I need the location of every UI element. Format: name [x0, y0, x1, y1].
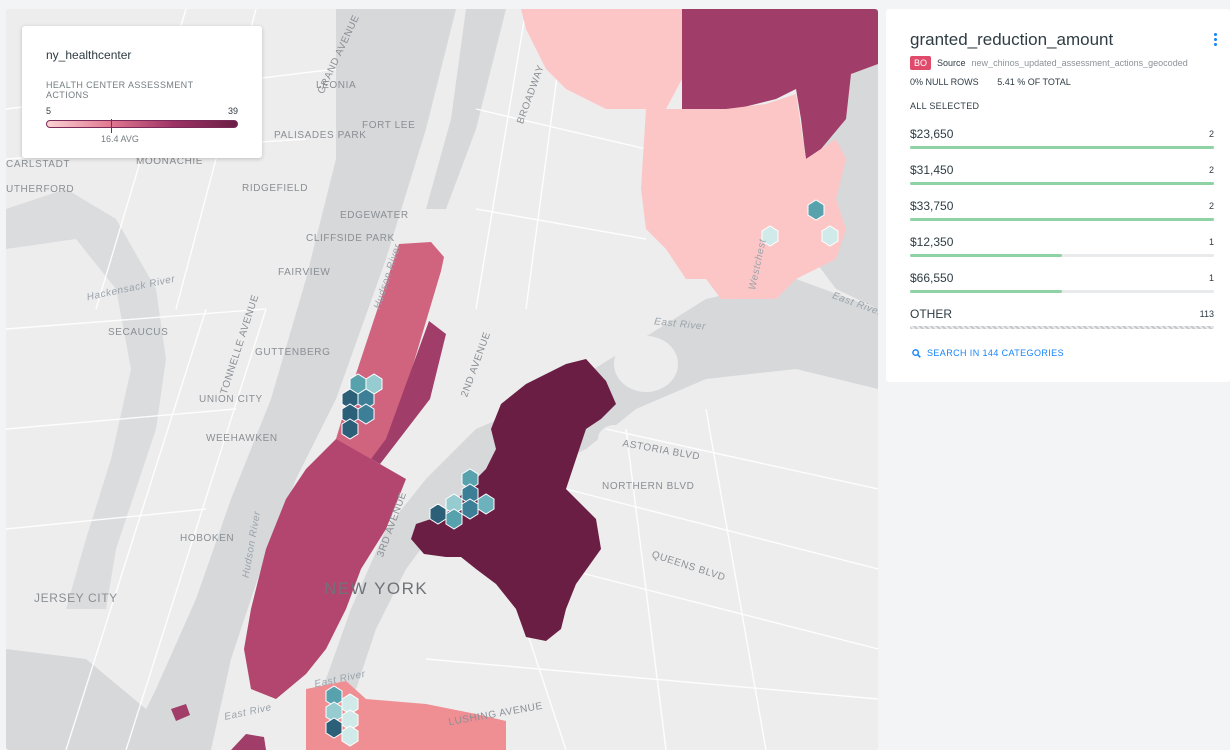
- region-manhattan-midtown: [244, 439, 406, 699]
- category-name: $12,350: [910, 235, 954, 249]
- category-count: 2: [1208, 201, 1214, 211]
- legend-range: 5 39: [46, 106, 238, 118]
- category-bar-fill: [910, 218, 1214, 221]
- label-jersey-city: JERSEY CITY: [34, 591, 118, 605]
- legend-gradient-bar: [46, 119, 238, 133]
- label-rutherford: UTHERFORD: [6, 184, 75, 195]
- category-row[interactable]: $33,750 2: [910, 199, 1214, 231]
- category-other[interactable]: OTHER 113: [910, 307, 1214, 339]
- stats-row: 0% NULL ROWS 5.41 % OF TOTAL: [910, 77, 1087, 87]
- label-palisades-park: PALISADES PARK: [274, 130, 367, 141]
- region-manhattan-upper-east: [371, 321, 446, 464]
- widget-title: granted_reduction_amount: [910, 30, 1114, 49]
- label-carlstadt: CARLSTADT: [6, 159, 71, 170]
- label-new-york: NEW YORK: [324, 579, 429, 598]
- region-bronx-north: [682, 9, 878, 159]
- label-edgewater: EDGEWATER: [340, 210, 409, 221]
- category-name: $66,550: [910, 271, 954, 285]
- source-badge: BO: [910, 56, 932, 70]
- label-secaucus: SECAUCUS: [108, 327, 169, 338]
- label-union-city: UNION CITY: [199, 394, 263, 405]
- region-queens: [411, 359, 616, 641]
- legend-min: 5: [46, 106, 52, 116]
- label-fort-lee: FORT LEE: [362, 120, 416, 131]
- category-widget: granted_reduction_amount BO Source new_c…: [886, 9, 1230, 382]
- category-bar: [910, 326, 1214, 329]
- label-hoboken: HOBOKEN: [180, 533, 235, 544]
- pct-total: 5.41 % OF TOTAL: [997, 77, 1071, 87]
- source-name: new_chinos_updated_assessment_actions_ge…: [971, 58, 1188, 68]
- category-bar-fill: [910, 254, 1062, 257]
- category-bar-fill: [910, 146, 1214, 149]
- search-categories-label: SEARCH IN 144 CATEGORIES: [927, 348, 1064, 358]
- legend-title: ny_healthcenter: [46, 48, 132, 62]
- category-bar: [910, 254, 1214, 257]
- region-bronx-upper: [521, 9, 682, 109]
- label-cliffside-park: CLIFFSIDE PARK: [306, 233, 395, 244]
- category-bar: [910, 218, 1214, 221]
- category-name: $31,450: [910, 163, 954, 177]
- category-count: 2: [1208, 165, 1214, 175]
- category-bar-fill: [910, 290, 1062, 293]
- category-count: 2: [1208, 129, 1214, 139]
- category-name: OTHER: [910, 307, 952, 321]
- legend-subtitle: HEALTH CENTER ASSESSMENT ACTIONS: [46, 80, 194, 100]
- category-bar-fill: [910, 182, 1214, 185]
- category-row[interactable]: $31,450 2: [910, 163, 1214, 195]
- legend-avg: 16.4 AVG: [101, 134, 139, 144]
- search-categories-link[interactable]: SEARCH IN 144 CATEGORIES: [912, 348, 1064, 358]
- category-bar: [910, 146, 1214, 149]
- category-count: 113: [1199, 309, 1214, 319]
- category-row[interactable]: $12,350 1: [910, 235, 1214, 267]
- label-ridgefield: RIDGEFIELD: [242, 183, 309, 194]
- label-northern-blvd: NORTHERN BLVD: [602, 481, 695, 492]
- label-guttenberg: GUTTENBERG: [255, 347, 331, 358]
- label-moonachie: MOONACHIE: [136, 156, 204, 167]
- region-bronx-south: [641, 94, 846, 299]
- search-icon: [912, 348, 921, 358]
- legend-max: 39: [227, 106, 238, 116]
- category-name: $33,750: [910, 199, 954, 213]
- category-count: 1: [1208, 237, 1214, 247]
- category-bar: [910, 290, 1214, 293]
- category-count: 1: [1208, 273, 1214, 283]
- category-name: $23,650: [910, 127, 954, 141]
- category-row[interactable]: $66,550 1: [910, 271, 1214, 303]
- legend-card: ny_healthcenter HEALTH CENTER ASSESSMENT…: [22, 26, 262, 158]
- source-label: Source: [937, 58, 966, 68]
- null-rows: 0% NULL ROWS: [910, 77, 979, 87]
- label-weehawken: WEEHAWKEN: [206, 433, 278, 444]
- source-row: BO Source new_chinos_updated_assessment_…: [910, 55, 1216, 71]
- more-options-icon[interactable]: [1214, 33, 1218, 47]
- category-row[interactable]: $23,650 2: [910, 127, 1214, 159]
- category-bar: [910, 182, 1214, 185]
- legend-avg-marker: [111, 119, 112, 133]
- label-leonia: LEONIA: [316, 80, 357, 91]
- all-selected-label: ALL SELECTED: [910, 101, 980, 111]
- label-fairview: FAIRVIEW: [278, 267, 331, 278]
